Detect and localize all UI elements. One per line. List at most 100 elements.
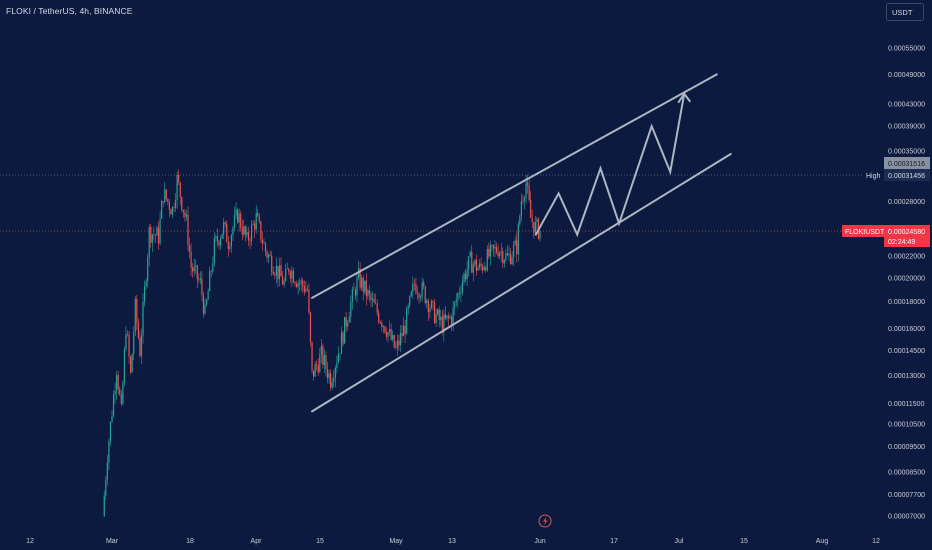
candle-body bbox=[143, 286, 146, 302]
candle-body bbox=[311, 342, 313, 371]
candle-body bbox=[365, 280, 367, 297]
candle-body bbox=[497, 252, 499, 257]
candle-body bbox=[503, 259, 505, 264]
candle-body bbox=[210, 271, 212, 272]
candle-body bbox=[364, 280, 366, 292]
candle-body bbox=[351, 288, 353, 302]
candle-body bbox=[500, 251, 502, 253]
candle-body bbox=[455, 300, 457, 303]
candle-body bbox=[505, 253, 507, 260]
candle-body bbox=[345, 317, 347, 327]
candle-body bbox=[533, 222, 535, 234]
candle-body bbox=[474, 259, 476, 265]
candle-body bbox=[173, 207, 175, 208]
candle-body bbox=[525, 182, 527, 198]
candle-body bbox=[130, 356, 132, 373]
channel-upper-line[interactable] bbox=[311, 73, 718, 299]
candle-body bbox=[209, 271, 211, 292]
candle-body bbox=[238, 213, 240, 223]
candle-body bbox=[170, 209, 172, 215]
candle-body bbox=[168, 201, 170, 210]
candle-body bbox=[388, 329, 391, 332]
candle-body bbox=[368, 290, 371, 295]
candle-body bbox=[359, 268, 361, 288]
candle-body bbox=[122, 383, 124, 404]
candle-body bbox=[407, 305, 409, 309]
candle-body bbox=[221, 233, 223, 239]
candle-body bbox=[257, 213, 259, 217]
candle-body bbox=[263, 243, 265, 244]
y-tick-label: 0.00007700 bbox=[888, 492, 925, 499]
y-tick-label: 0.00013000 bbox=[888, 373, 925, 380]
candle-body bbox=[283, 280, 285, 285]
candle-body bbox=[106, 462, 108, 480]
candle-body bbox=[323, 355, 326, 366]
candle-body bbox=[295, 283, 298, 287]
candle-body bbox=[314, 364, 316, 377]
candle-body bbox=[464, 273, 467, 280]
candle-body bbox=[269, 254, 271, 256]
currency-button[interactable]: USDT bbox=[886, 3, 924, 21]
candle-body bbox=[354, 289, 357, 296]
y-axis: 0.00055000 0.00049000 0.00043000 0.00039000… bbox=[888, 46, 925, 521]
x-tick-label: Jun bbox=[534, 538, 545, 545]
candle-body bbox=[433, 302, 436, 324]
projected-path-line[interactable] bbox=[534, 93, 686, 238]
candle-body bbox=[140, 335, 143, 357]
candle-body bbox=[463, 273, 465, 282]
candle-body bbox=[430, 301, 433, 309]
candle-body bbox=[229, 246, 231, 249]
y-tick-label: 0.00010500 bbox=[888, 421, 925, 428]
candle-body bbox=[226, 223, 228, 243]
x-tick-label: 17 bbox=[610, 538, 618, 545]
candle-body bbox=[342, 332, 344, 344]
x-tick-label: Mar bbox=[106, 538, 119, 545]
lightning-icon[interactable] bbox=[538, 514, 552, 528]
candle-body bbox=[164, 189, 166, 203]
candle-body bbox=[356, 277, 358, 296]
y-tick-label: 0.00020000 bbox=[888, 275, 925, 282]
candle-body bbox=[303, 286, 305, 292]
candle-body bbox=[419, 296, 422, 299]
candle-body bbox=[508, 253, 510, 256]
candle-body bbox=[258, 216, 260, 222]
candle-body bbox=[423, 282, 425, 287]
candle-body bbox=[461, 281, 464, 292]
x-tick-label: 15 bbox=[316, 538, 324, 545]
candle-body bbox=[384, 326, 386, 333]
x-axis: 12 Mar 18 Apr 15 May 13 Jun 17 Jul 15 Aug 12 bbox=[26, 538, 880, 545]
candle-body bbox=[292, 270, 295, 283]
candle-body bbox=[336, 362, 338, 368]
x-tick-label: 12 bbox=[26, 538, 34, 545]
candle-body bbox=[486, 249, 488, 271]
candle-body bbox=[227, 242, 229, 249]
candle-body bbox=[401, 333, 403, 337]
y-tick-label: 0.00016000 bbox=[888, 326, 925, 333]
candle-body bbox=[116, 374, 118, 391]
candle-body bbox=[376, 303, 378, 313]
candle-body bbox=[133, 332, 135, 355]
candle-body bbox=[154, 234, 157, 236]
candle-body bbox=[381, 322, 383, 328]
candle-body bbox=[188, 245, 191, 253]
candle-body bbox=[396, 340, 398, 348]
candle-body bbox=[167, 198, 169, 202]
candle-body bbox=[255, 213, 257, 230]
candle-body bbox=[278, 265, 281, 280]
candle-body bbox=[237, 209, 239, 223]
candle-body bbox=[393, 335, 395, 348]
candle-body bbox=[261, 239, 264, 244]
candle-body bbox=[305, 288, 307, 292]
symbol-label: FLOKIUSDT bbox=[845, 229, 885, 236]
candle-body bbox=[178, 174, 180, 183]
candle-body bbox=[131, 354, 133, 373]
candle-body bbox=[109, 421, 112, 442]
candle-body bbox=[204, 304, 206, 314]
candle-body bbox=[219, 238, 222, 246]
candle-body bbox=[460, 291, 462, 294]
y-tick-label: 0.00018000 bbox=[888, 299, 925, 306]
channel-lower-line[interactable] bbox=[311, 153, 732, 413]
candle-body bbox=[426, 300, 428, 303]
candle-body bbox=[492, 245, 495, 249]
